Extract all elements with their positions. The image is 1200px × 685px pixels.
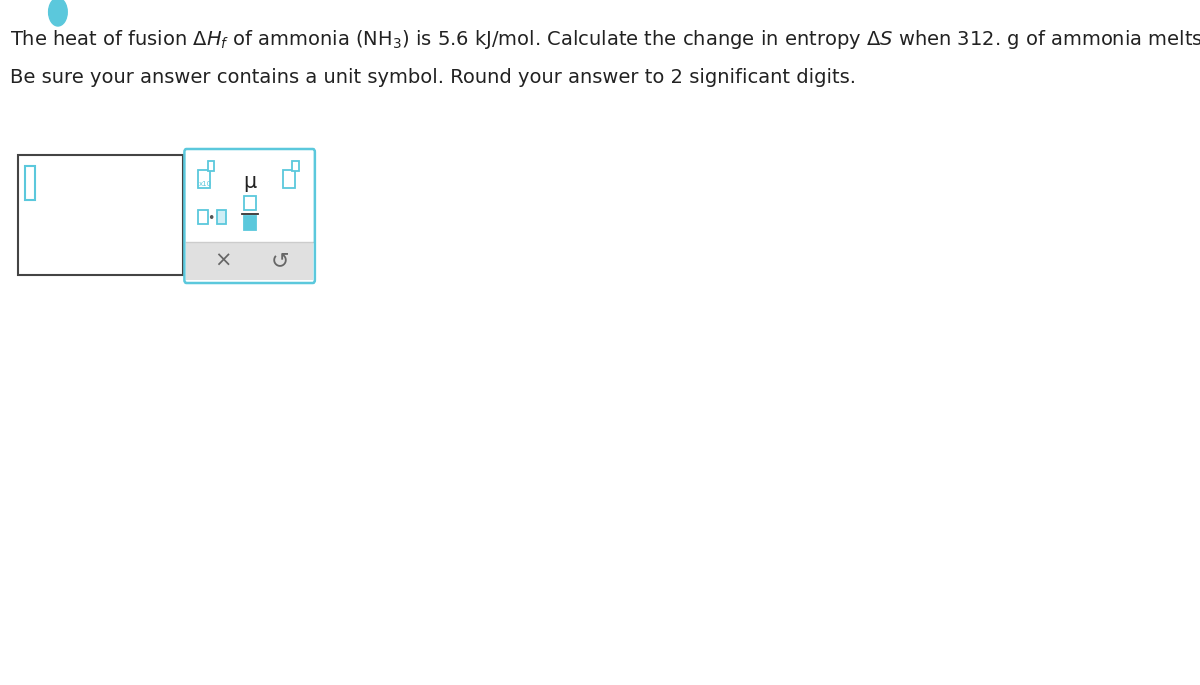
Text: x10: x10 [199,181,212,187]
Bar [244,196,256,210]
Text: The heat of fusion $\Delta H_f$ of ammonia $\left(\mathrm{NH_3}\right)$ is 5.6 k: The heat of fusion $\Delta H_f$ of ammon… [10,28,1200,51]
Bar [198,210,208,224]
Bar [25,166,35,200]
Bar [198,170,210,188]
Text: ↺: ↺ [270,251,289,271]
Circle shape [48,0,67,26]
Bar [186,152,313,242]
Text: μ: μ [244,172,257,192]
Bar [18,155,184,275]
Text: •: • [206,212,214,225]
Text: ×: × [215,251,232,271]
Bar [208,161,215,171]
Text: Be sure your answer contains a unit symbol. Round your answer to 2 significant d: Be sure your answer contains a unit symb… [10,68,856,87]
Bar [283,170,295,188]
Bar [217,210,227,224]
Bar [186,242,313,280]
Bar [244,216,256,230]
Bar [293,161,299,171]
